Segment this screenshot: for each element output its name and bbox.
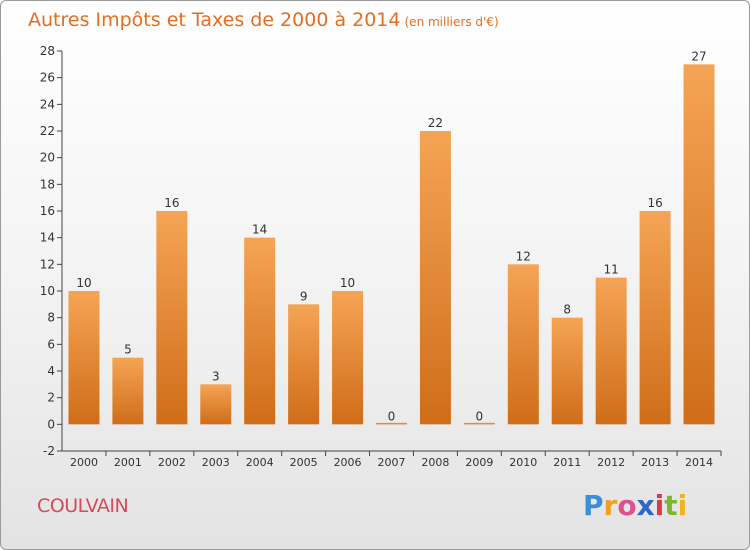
bar — [639, 211, 671, 425]
data-label: 5 — [124, 343, 132, 357]
y-tick-label: 12 — [40, 257, 55, 271]
bar — [419, 131, 451, 425]
data-label: 16 — [647, 196, 662, 210]
bar — [551, 317, 583, 425]
data-label: 9 — [300, 289, 308, 303]
data-label: 12 — [516, 249, 531, 263]
chart-subtitle: (en milliers d'€) — [404, 15, 499, 29]
bar — [112, 357, 144, 425]
bar — [332, 291, 364, 425]
bar — [288, 304, 320, 425]
x-tick-label: 2010 — [509, 456, 537, 469]
y-tick-label: 18 — [40, 177, 55, 191]
data-label: 10 — [340, 276, 355, 290]
x-tick-label: 2011 — [553, 456, 581, 469]
data-label: 0 — [388, 409, 396, 423]
data-label: 3 — [212, 369, 220, 383]
data-label: 8 — [563, 303, 571, 317]
x-tick-label: 2014 — [685, 456, 713, 469]
chart-title: Autres Impôts et Taxes de 2000 à 2014 (en… — [28, 9, 499, 31]
x-tick-label: 2008 — [421, 456, 449, 469]
bar — [463, 422, 495, 425]
y-tick-label: 4 — [47, 364, 55, 378]
data-label: 14 — [252, 223, 267, 237]
bar — [200, 384, 232, 425]
y-tick-label: 2 — [47, 391, 55, 405]
bar — [376, 422, 407, 425]
data-label: 0 — [476, 409, 484, 423]
y-tick-label: 20 — [40, 151, 55, 165]
x-tick-label: 2005 — [290, 456, 318, 469]
y-tick-label: 22 — [40, 124, 55, 138]
y-tick-label: 24 — [40, 97, 55, 111]
y-tick-label: 0 — [47, 417, 55, 431]
x-tick-label: 2009 — [465, 456, 493, 469]
y-tick-label: 26 — [40, 71, 55, 85]
bar — [595, 277, 627, 425]
y-tick-label: -2 — [43, 444, 55, 458]
bar — [683, 64, 715, 425]
y-tick-label: 14 — [40, 231, 55, 245]
bar — [244, 237, 276, 425]
y-tick-label: 16 — [40, 204, 55, 218]
title-text: Autres Impôts et Taxes de 2000 à 2014 — [28, 9, 401, 31]
town-name: COULVAIN — [37, 495, 129, 517]
data-label: 10 — [76, 276, 91, 290]
x-tick-label: 2013 — [641, 456, 669, 469]
data-label: 16 — [164, 196, 179, 210]
data-label: 27 — [691, 49, 706, 63]
proxiti-logo: Proxiti — [583, 489, 688, 522]
x-tick-label: 2006 — [334, 456, 362, 469]
x-tick-label: 2003 — [202, 456, 230, 469]
x-tick-label: 2001 — [114, 456, 142, 469]
y-tick-label: 28 — [40, 44, 55, 58]
x-tick-label: 2002 — [158, 456, 186, 469]
data-label: 11 — [604, 263, 619, 277]
y-tick-label: 10 — [40, 284, 55, 298]
x-tick-label: 2000 — [70, 456, 98, 469]
bar — [156, 211, 188, 425]
x-tick-label: 2007 — [378, 456, 406, 469]
bar — [507, 264, 539, 425]
y-tick-label: 8 — [47, 311, 55, 325]
bar — [68, 291, 100, 425]
x-tick-label: 2004 — [246, 456, 274, 469]
data-label: 22 — [428, 116, 443, 130]
y-tick-label: 6 — [47, 337, 55, 351]
x-tick-label: 2012 — [597, 456, 625, 469]
